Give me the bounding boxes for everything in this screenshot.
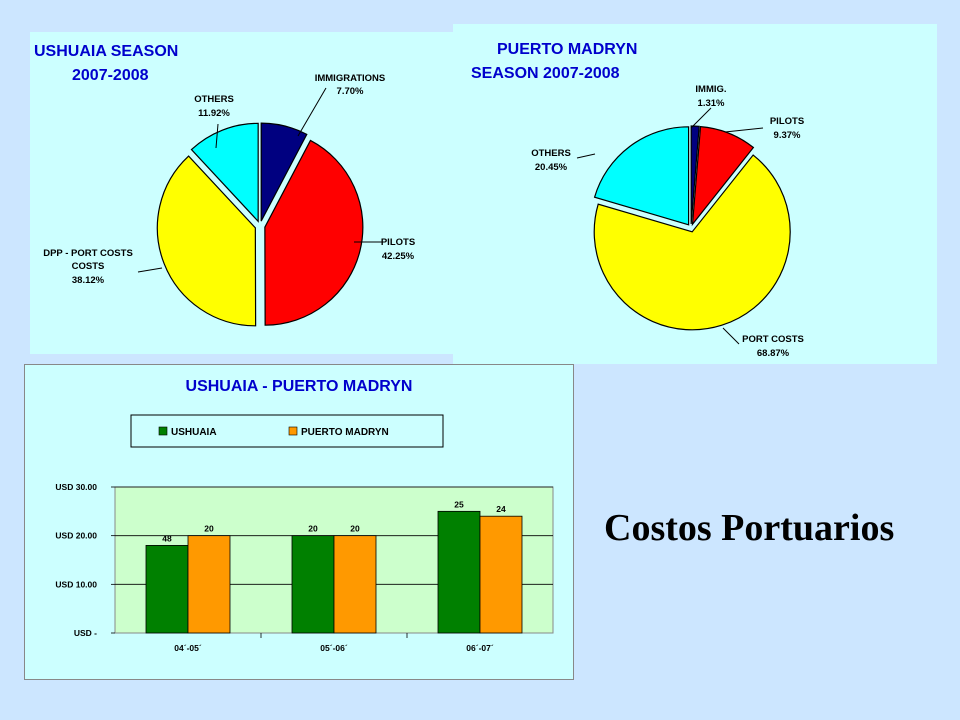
ushuaia-slice-pct-pilots: 42.25% [382,251,415,262]
madryn-slice-pct-port-costs: 68.87% [757,348,790,359]
ushuaia-slice-label-others: OTHERS [194,94,234,105]
ushuaia-slice-others [190,122,259,223]
ushuaia-slice-label-immigrations: IMMIGRATIONS [315,73,386,84]
ushuaia-slice-dpp-port-costs [156,155,257,327]
bar-value-label: 20 [204,524,214,534]
ushuaia-slice-label-port-costs: DPP - PORT COSTS [43,248,133,259]
madryn-pie-title-line2: SEASON 2007-2008 [471,65,620,82]
madryn-pie-panel: PUERTO MADRYN SEASON 2007-2008 IMMIG. 1.… [453,24,937,364]
comparison-bar-chart: USHUAIA PUERTO MADRYN USD 30.00 USD 20.00… [55,414,554,653]
x-tick-label: 04´-05´ [174,643,202,653]
madryn-slice-pct-immig: 1.31% [698,98,725,109]
y-tick-label: USD 30.00 [55,482,97,492]
legend-label-madryn: PUERTO MADRYN [301,427,389,438]
bar-puerto-madryn-2 [479,515,523,634]
legend-swatch-ushuaia [158,426,168,436]
ushuaia-slice-pct-port-costs: 38.12% [72,275,105,286]
y-tick-label: USD - [74,628,97,638]
bar-value-label: 24 [496,504,506,514]
madryn-slice-others [593,126,690,226]
legend-box [130,414,444,448]
ushuaia-pie-chart: IMMIGRATIONS 7.70% PILOTS 42.25% DPP - P… [43,73,415,327]
ushuaia-pie-title: USHUAIA SEASON 2007-2008 [34,40,178,88]
ushuaia-pie-title-line1: USHUAIA SEASON [34,43,179,60]
bar-value-label: 20 [350,524,360,534]
madryn-slice-label-others: OTHERS [531,148,571,159]
madryn-pie-title: PUERTO MADRYN SEASON 2007-2008 [471,38,637,86]
madryn-slice-pilots [691,125,755,227]
ushuaia-pie-title-line2: 2007-2008 [72,67,149,84]
madryn-slice-label-port-costs: PORT COSTS [742,334,804,345]
bar-value-label: 48 [162,533,172,543]
comparison-bar-panel: USHUAIA - PUERTO MADRYN USHUAIA PUERTO M… [24,364,574,680]
slide-caption: Costos Portuarios [604,507,895,549]
bar-puerto-madryn-0 [187,535,231,634]
bar-puerto-madryn-1 [333,535,377,634]
bar-value-label: 20 [308,524,318,534]
bar-ushuaia-1 [291,535,335,634]
madryn-slice-label-immig: IMMIG. [695,84,726,95]
madryn-pie-chart: IMMIG. 1.31% PILOTS 9.37% PORT COSTS 68.… [531,84,804,359]
madryn-slice-port-costs [593,154,791,331]
madryn-slice-label-pilots: PILOTS [770,116,804,127]
ushuaia-slice-pct-immigrations: 7.70% [337,86,364,97]
bar-value-label: 25 [454,499,464,509]
madryn-slice-immig [690,125,700,225]
ushuaia-slice-immigrations [260,122,308,222]
legend-label-ushuaia: USHUAIA [171,427,217,438]
madryn-slice-pct-others: 20.45% [535,162,568,173]
ushuaia-slice-label-port-costs-2: COSTS [72,261,105,272]
ushuaia-slice-label-pilots: PILOTS [381,237,415,248]
madryn-pie-title-line1: PUERTO MADRYN [497,41,638,58]
ushuaia-pie-panel: USHUAIA SEASON 2007-2008 IMMIGRATIONS 7.… [30,32,456,354]
madryn-slice-pct-pilots: 9.37% [774,130,801,141]
y-tick-label: USD 10.00 [55,579,97,589]
bar-ushuaia-2 [437,510,481,634]
bar-ushuaia-0 [145,544,189,634]
bar-chart-title: USHUAIA - PUERTO MADRYN [185,378,413,395]
ushuaia-slice-pct-others: 11.92% [198,108,230,119]
x-tick-label: 06´-07´ [466,643,494,653]
x-tick-label: 05´-06´ [320,643,348,653]
ushuaia-slice-pilots [264,139,364,326]
legend-swatch-madryn [288,426,298,436]
y-tick-label: USD 20.00 [55,531,97,541]
